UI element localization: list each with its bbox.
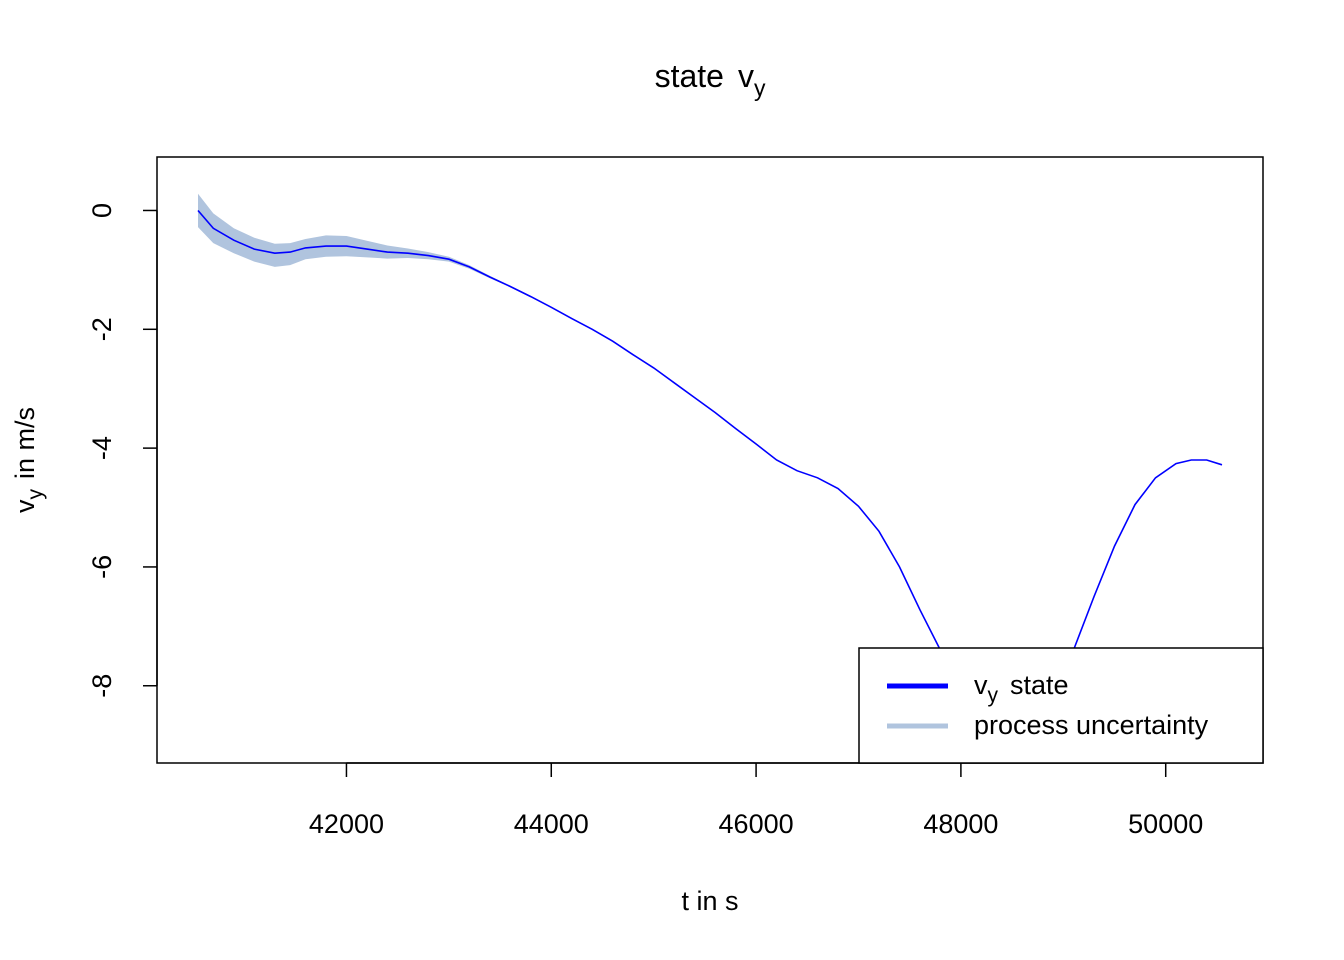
legend: vy state process uncertainty <box>858 647 1264 764</box>
y-tick-label: -8 <box>87 674 117 698</box>
legend-label-state: vy state <box>974 670 1069 707</box>
x-tick-label: 44000 <box>514 809 589 839</box>
y-tick-label: -4 <box>87 436 117 460</box>
x-tick-label: 42000 <box>309 809 384 839</box>
legend-box <box>858 647 1264 764</box>
legend-label-uncertainty: process uncertainty <box>974 710 1209 740</box>
x-tick-label: 46000 <box>719 809 794 839</box>
x-axis: 42000 44000 46000 48000 50000 <box>309 762 1203 839</box>
state-line <box>197 209 1223 684</box>
x-axis-label: t in s <box>681 886 738 916</box>
y-axis: 0 -2 -4 -6 -8 <box>87 203 158 698</box>
x-tick-label: 50000 <box>1128 809 1203 839</box>
x-tick-label: 48000 <box>923 809 998 839</box>
chart-title: state vy <box>655 58 766 101</box>
y-tick-label: -6 <box>87 555 117 579</box>
y-axis-label: vyin m/s <box>10 407 47 513</box>
y-tick-label: -2 <box>87 317 117 341</box>
y-tick-label: 0 <box>87 203 117 218</box>
